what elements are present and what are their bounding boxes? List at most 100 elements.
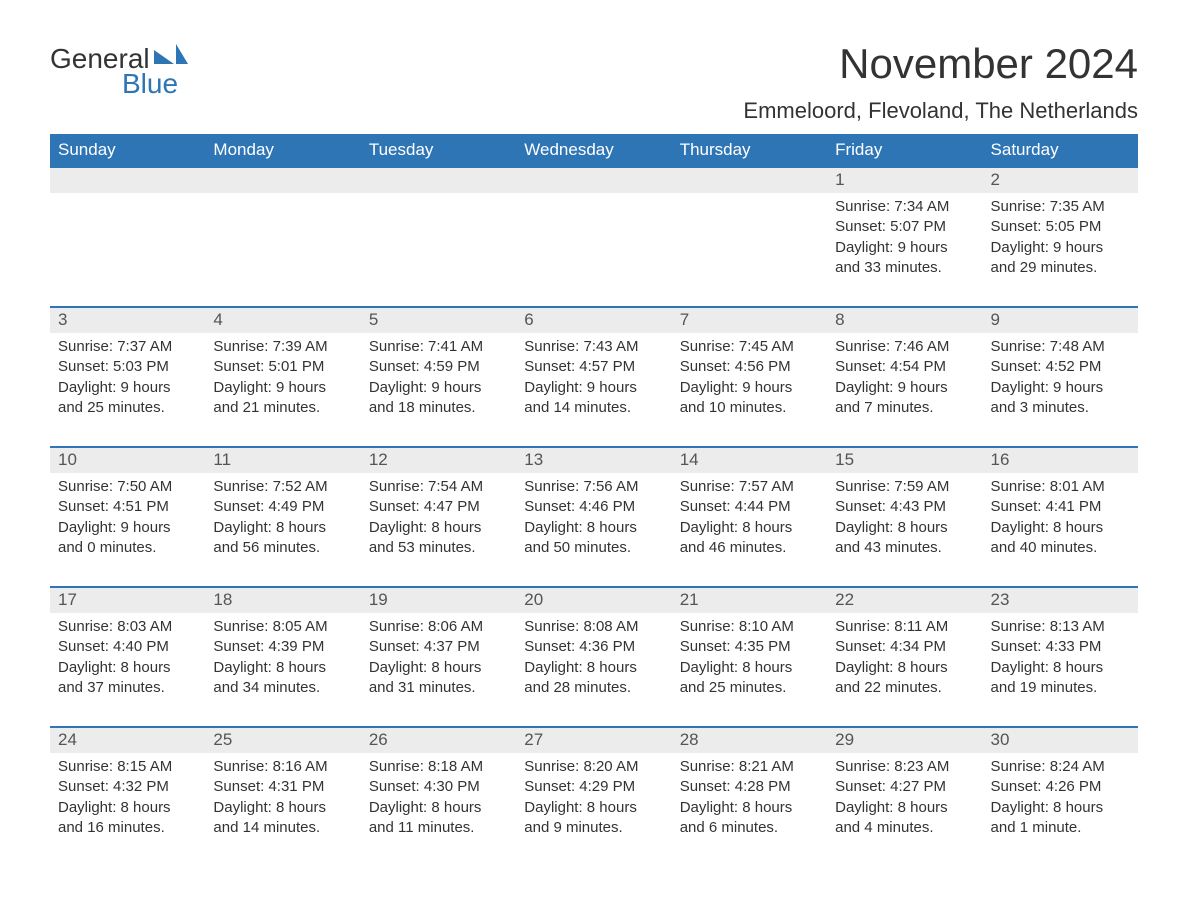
sunset-text: Sunset: 4:28 PM [680, 777, 819, 797]
day-content-cell: Sunrise: 7:52 AMSunset: 4:49 PMDaylight:… [205, 473, 360, 587]
header: General Blue November 2024 Emmeloord, Fl… [50, 40, 1138, 124]
day-number-cell: 18 [205, 587, 360, 613]
day-number-cell: 23 [983, 587, 1138, 613]
day-number-cell: 21 [672, 587, 827, 613]
day-number-cell: 8 [827, 307, 982, 333]
day-number-row: 12 [50, 167, 1138, 193]
day-content-cell: Sunrise: 7:50 AMSunset: 4:51 PMDaylight:… [50, 473, 205, 587]
day-content-cell: Sunrise: 8:01 AMSunset: 4:41 PMDaylight:… [983, 473, 1138, 587]
title-block: November 2024 Emmeloord, Flevoland, The … [743, 40, 1138, 124]
day-number-cell: 22 [827, 587, 982, 613]
day-content-cell: Sunrise: 7:39 AMSunset: 5:01 PMDaylight:… [205, 333, 360, 447]
sunrise-text: Sunrise: 8:06 AM [369, 617, 508, 637]
sunrise-text: Sunrise: 8:10 AM [680, 617, 819, 637]
daylight-text: Daylight: 8 hours and 6 minutes. [680, 798, 819, 839]
sunset-text: Sunset: 4:31 PM [213, 777, 352, 797]
day-number-cell: 4 [205, 307, 360, 333]
sunrise-text: Sunrise: 7:56 AM [524, 477, 663, 497]
sunset-text: Sunset: 4:32 PM [58, 777, 197, 797]
brand-triangle-icon [154, 40, 188, 71]
sunset-text: Sunset: 4:49 PM [213, 497, 352, 517]
day-number-cell: 27 [516, 727, 671, 753]
day-number-cell [672, 167, 827, 193]
daylight-text: Daylight: 8 hours and 53 minutes. [369, 518, 508, 559]
day-content-cell [50, 193, 205, 307]
sunset-text: Sunset: 4:39 PM [213, 637, 352, 657]
day-content-cell [205, 193, 360, 307]
sunset-text: Sunset: 4:52 PM [991, 357, 1130, 377]
day-content-row: Sunrise: 8:03 AMSunset: 4:40 PMDaylight:… [50, 613, 1138, 727]
daylight-text: Daylight: 8 hours and 50 minutes. [524, 518, 663, 559]
day-number-cell [516, 167, 671, 193]
daylight-text: Daylight: 9 hours and 33 minutes. [835, 238, 974, 279]
day-number-row: 17181920212223 [50, 587, 1138, 613]
day-number-cell: 2 [983, 167, 1138, 193]
day-content-cell: Sunrise: 8:15 AMSunset: 4:32 PMDaylight:… [50, 753, 205, 866]
day-content-cell: Sunrise: 7:56 AMSunset: 4:46 PMDaylight:… [516, 473, 671, 587]
daylight-text: Daylight: 9 hours and 0 minutes. [58, 518, 197, 559]
sunset-text: Sunset: 5:05 PM [991, 217, 1130, 237]
day-number-cell: 12 [361, 447, 516, 473]
day-content-cell: Sunrise: 8:08 AMSunset: 4:36 PMDaylight:… [516, 613, 671, 727]
daylight-text: Daylight: 9 hours and 3 minutes. [991, 378, 1130, 419]
brand-word-blue: Blue [122, 69, 188, 100]
daylight-text: Daylight: 8 hours and 31 minutes. [369, 658, 508, 699]
day-number-cell: 13 [516, 447, 671, 473]
day-number-cell [205, 167, 360, 193]
day-content-cell: Sunrise: 8:20 AMSunset: 4:29 PMDaylight:… [516, 753, 671, 866]
day-number-cell: 5 [361, 307, 516, 333]
sunrise-text: Sunrise: 7:43 AM [524, 337, 663, 357]
daylight-text: Daylight: 8 hours and 56 minutes. [213, 518, 352, 559]
weekday-header-row: Sunday Monday Tuesday Wednesday Thursday… [50, 134, 1138, 167]
day-content-row: Sunrise: 8:15 AMSunset: 4:32 PMDaylight:… [50, 753, 1138, 866]
sunset-text: Sunset: 4:35 PM [680, 637, 819, 657]
day-content-cell: Sunrise: 8:18 AMSunset: 4:30 PMDaylight:… [361, 753, 516, 866]
day-content-cell: Sunrise: 7:57 AMSunset: 4:44 PMDaylight:… [672, 473, 827, 587]
day-number-cell: 20 [516, 587, 671, 613]
day-content-cell: Sunrise: 8:03 AMSunset: 4:40 PMDaylight:… [50, 613, 205, 727]
sunrise-text: Sunrise: 8:20 AM [524, 757, 663, 777]
sunrise-text: Sunrise: 8:11 AM [835, 617, 974, 637]
month-title: November 2024 [743, 40, 1138, 88]
day-content-row: Sunrise: 7:34 AMSunset: 5:07 PMDaylight:… [50, 193, 1138, 307]
sunrise-text: Sunrise: 7:46 AM [835, 337, 974, 357]
day-content-cell: Sunrise: 7:34 AMSunset: 5:07 PMDaylight:… [827, 193, 982, 307]
sunrise-text: Sunrise: 8:08 AM [524, 617, 663, 637]
day-number-cell: 9 [983, 307, 1138, 333]
day-number-cell: 11 [205, 447, 360, 473]
day-content-cell: Sunrise: 7:41 AMSunset: 4:59 PMDaylight:… [361, 333, 516, 447]
sunset-text: Sunset: 4:37 PM [369, 637, 508, 657]
weekday-header: Sunday [50, 134, 205, 167]
sunset-text: Sunset: 5:01 PM [213, 357, 352, 377]
daylight-text: Daylight: 8 hours and 4 minutes. [835, 798, 974, 839]
day-number-row: 3456789 [50, 307, 1138, 333]
sunrise-text: Sunrise: 8:18 AM [369, 757, 508, 777]
day-number-cell: 26 [361, 727, 516, 753]
sunrise-text: Sunrise: 7:37 AM [58, 337, 197, 357]
sunset-text: Sunset: 5:07 PM [835, 217, 974, 237]
day-number-cell: 6 [516, 307, 671, 333]
daylight-text: Daylight: 9 hours and 14 minutes. [524, 378, 663, 419]
brand-logo: General Blue [50, 40, 188, 100]
location-label: Emmeloord, Flevoland, The Netherlands [743, 98, 1138, 124]
sunrise-text: Sunrise: 7:45 AM [680, 337, 819, 357]
day-content-cell [516, 193, 671, 307]
day-content-cell: Sunrise: 7:59 AMSunset: 4:43 PMDaylight:… [827, 473, 982, 587]
day-content-cell: Sunrise: 8:06 AMSunset: 4:37 PMDaylight:… [361, 613, 516, 727]
sunrise-text: Sunrise: 7:34 AM [835, 197, 974, 217]
day-content-cell: Sunrise: 7:45 AMSunset: 4:56 PMDaylight:… [672, 333, 827, 447]
sunset-text: Sunset: 4:33 PM [991, 637, 1130, 657]
daylight-text: Daylight: 8 hours and 16 minutes. [58, 798, 197, 839]
day-content-cell: Sunrise: 7:35 AMSunset: 5:05 PMDaylight:… [983, 193, 1138, 307]
sunset-text: Sunset: 4:54 PM [835, 357, 974, 377]
sunrise-text: Sunrise: 7:48 AM [991, 337, 1130, 357]
day-number-cell [361, 167, 516, 193]
day-content-cell: Sunrise: 8:13 AMSunset: 4:33 PMDaylight:… [983, 613, 1138, 727]
day-number-cell: 30 [983, 727, 1138, 753]
day-content-cell [361, 193, 516, 307]
day-number-cell: 14 [672, 447, 827, 473]
sunset-text: Sunset: 4:41 PM [991, 497, 1130, 517]
day-number-cell: 1 [827, 167, 982, 193]
sunrise-text: Sunrise: 8:16 AM [213, 757, 352, 777]
daylight-text: Daylight: 9 hours and 21 minutes. [213, 378, 352, 419]
